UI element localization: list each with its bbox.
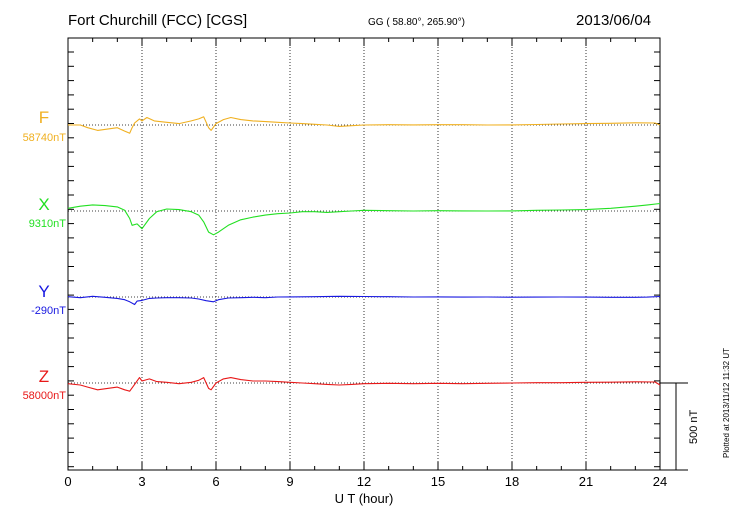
channel-z-label: Z [38,367,50,386]
channel-x-label: X [38,195,50,214]
series-z-line [67,377,661,392]
x-tick-label: 21 [579,474,593,489]
x-tick-label: 24 [653,474,667,489]
channel-y-baseline: -290nT [31,305,66,317]
channel-x-baseline: 9310nT [28,218,66,230]
channel-z-baseline: 58000nT [22,390,66,402]
x-tick-label: 15 [431,474,445,489]
geographic-coordinates: GG ( 58.80°, 265.90°) [368,17,465,28]
channel-f-baseline: 58740nT [22,132,66,144]
series-f-line [67,116,661,134]
x-tick-label: 0 [64,474,71,489]
channel-f-label: F [38,108,50,127]
station-title: Fort Churchill (FCC) [CGS] [68,12,248,29]
x-tick-label: 18 [505,474,519,489]
plotted-timestamp: Plotted at 2013/11/12 11:32 UT [722,347,730,458]
observation-date: 2013/06/04 [576,12,652,29]
x-axis-label: U T (hour) [335,491,394,506]
x-tick-label: 6 [212,474,219,489]
series-y-line [67,295,661,306]
scale-bar-label: 500 nT [688,409,700,444]
x-tick-label: 3 [138,474,145,489]
series-x-line [67,202,661,236]
channel-y-label: Y [38,282,50,301]
x-tick-label: 12 [357,474,371,489]
x-tick-label: 9 [286,474,293,489]
